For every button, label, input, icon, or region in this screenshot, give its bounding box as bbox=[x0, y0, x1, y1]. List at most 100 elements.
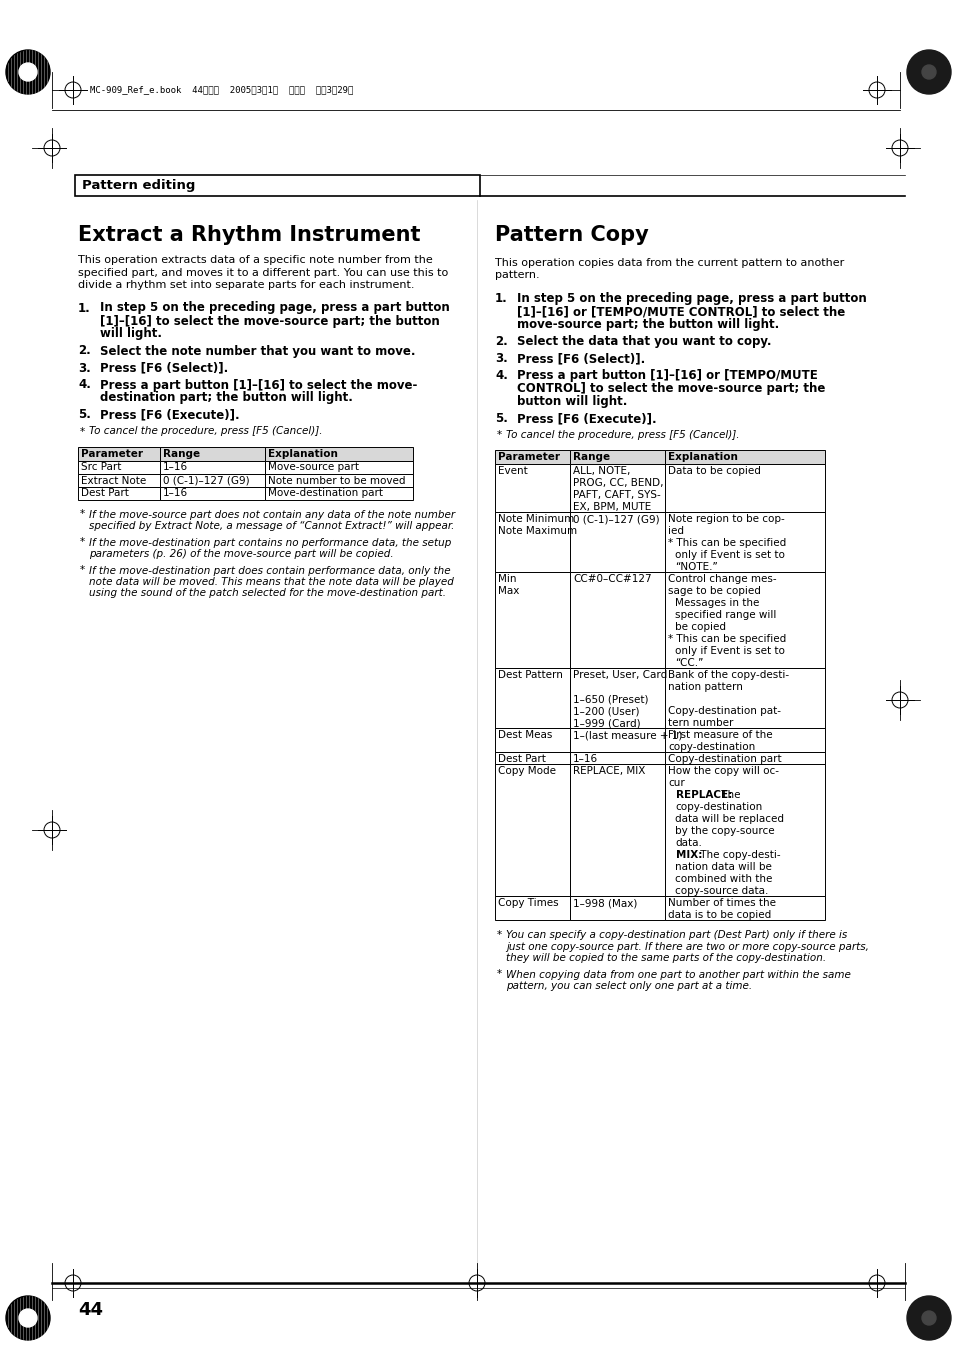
Text: Press a part button [1]–[16] or [TEMPO/MUTE: Press a part button [1]–[16] or [TEMPO/M… bbox=[517, 369, 817, 382]
Text: pattern, you can select only one part at a time.: pattern, you can select only one part at… bbox=[505, 981, 751, 992]
Text: specified range will: specified range will bbox=[675, 611, 776, 620]
Text: sage to be copied: sage to be copied bbox=[667, 586, 760, 596]
Text: “NOTE.”: “NOTE.” bbox=[675, 562, 717, 571]
Text: EX, BPM, MUTE: EX, BPM, MUTE bbox=[573, 503, 651, 512]
Text: *: * bbox=[80, 566, 85, 576]
Text: 1–16: 1–16 bbox=[163, 489, 188, 499]
Text: Bank of the copy-desti-: Bank of the copy-desti- bbox=[667, 670, 788, 680]
Text: In step 5 on the preceding page, press a part button: In step 5 on the preceding page, press a… bbox=[517, 292, 866, 305]
Text: Move-destination part: Move-destination part bbox=[268, 489, 382, 499]
Text: 0 (C-1)–127 (G9): 0 (C-1)–127 (G9) bbox=[573, 513, 659, 524]
Bar bbox=[664, 512, 824, 571]
Text: will light.: will light. bbox=[100, 327, 162, 340]
Text: Range: Range bbox=[163, 449, 200, 459]
Text: If the move-destination part contains no performance data, the setup: If the move-destination part contains no… bbox=[89, 538, 451, 547]
Bar bbox=[569, 571, 664, 667]
Text: Parameter: Parameter bbox=[81, 449, 143, 459]
Text: parameters (p. 26) of the move-source part will be copied.: parameters (p. 26) of the move-source pa… bbox=[89, 549, 394, 559]
Text: *: * bbox=[80, 538, 85, 547]
Text: Number of times the: Number of times the bbox=[667, 898, 775, 908]
Text: This operation extracts data of a specific note number from the: This operation extracts data of a specif… bbox=[78, 255, 433, 265]
Text: 1–999 (Card): 1–999 (Card) bbox=[573, 717, 640, 728]
Text: Press [F6 (Execute)].: Press [F6 (Execute)]. bbox=[100, 408, 239, 422]
Bar bbox=[569, 896, 664, 920]
Bar bbox=[664, 463, 824, 512]
Bar bbox=[78, 486, 160, 500]
Text: Select the note number that you want to move.: Select the note number that you want to … bbox=[100, 345, 416, 358]
Text: How the copy will oc-: How the copy will oc- bbox=[667, 766, 779, 775]
Text: Event: Event bbox=[497, 466, 527, 476]
Text: 5.: 5. bbox=[78, 408, 91, 422]
Bar bbox=[495, 753, 569, 765]
Bar bbox=[664, 896, 824, 920]
Text: Data to be copied: Data to be copied bbox=[667, 466, 760, 476]
Bar bbox=[78, 473, 160, 486]
Text: data.: data. bbox=[675, 838, 701, 848]
Text: Copy Times: Copy Times bbox=[497, 898, 558, 908]
Text: only if Event is set to: only if Event is set to bbox=[675, 646, 784, 657]
Bar bbox=[160, 486, 265, 500]
Text: 2.: 2. bbox=[78, 345, 91, 358]
Text: Copy-destination pat-: Copy-destination pat- bbox=[667, 707, 781, 716]
Circle shape bbox=[6, 1296, 50, 1340]
Text: combined with the: combined with the bbox=[675, 874, 772, 884]
Text: specified by Extract Note, a message of “Cannot Extract!” will appear.: specified by Extract Note, a message of … bbox=[89, 521, 454, 531]
Circle shape bbox=[6, 50, 50, 95]
Text: they will be copied to the same parts of the copy-destination.: they will be copied to the same parts of… bbox=[505, 952, 825, 963]
Bar bbox=[265, 446, 413, 461]
Text: In step 5 on the preceding page, press a part button: In step 5 on the preceding page, press a… bbox=[100, 301, 449, 315]
Text: data is to be copied: data is to be copied bbox=[667, 911, 770, 920]
Text: Copy-destination part: Copy-destination part bbox=[667, 754, 781, 765]
Text: [1]–[16] or [TEMPO/MUTE CONTROL] to select the: [1]–[16] or [TEMPO/MUTE CONTROL] to sele… bbox=[517, 305, 844, 317]
Text: Extract Note: Extract Note bbox=[81, 476, 146, 485]
Text: * This can be specified: * This can be specified bbox=[667, 634, 785, 644]
Circle shape bbox=[19, 63, 37, 81]
Text: Control change mes-: Control change mes- bbox=[667, 574, 776, 584]
Text: *: * bbox=[497, 970, 501, 979]
Text: pattern.: pattern. bbox=[495, 270, 539, 281]
Bar bbox=[495, 512, 569, 571]
Text: Src Part: Src Part bbox=[81, 462, 121, 473]
Text: Dest Part: Dest Part bbox=[497, 754, 545, 765]
Text: be copied: be copied bbox=[675, 621, 725, 632]
Circle shape bbox=[906, 50, 950, 95]
Bar bbox=[664, 753, 824, 765]
Text: nation data will be: nation data will be bbox=[675, 862, 771, 871]
Text: Messages in the: Messages in the bbox=[675, 598, 759, 608]
Text: Move-source part: Move-source part bbox=[268, 462, 358, 473]
Text: specified part, and moves it to a different part. You can use this to: specified part, and moves it to a differ… bbox=[78, 267, 448, 277]
Text: 0 (C-1)–127 (G9): 0 (C-1)–127 (G9) bbox=[163, 476, 250, 485]
Bar bbox=[495, 667, 569, 728]
Bar bbox=[265, 473, 413, 486]
Text: tern number: tern number bbox=[667, 717, 733, 728]
Text: REPLACE, MIX: REPLACE, MIX bbox=[573, 766, 644, 775]
Text: using the sound of the patch selected for the move-destination part.: using the sound of the patch selected fo… bbox=[89, 589, 446, 598]
Text: Note number to be moved: Note number to be moved bbox=[268, 476, 405, 485]
Text: Note Maximum: Note Maximum bbox=[497, 526, 577, 536]
Text: Dest Pattern: Dest Pattern bbox=[497, 670, 562, 680]
Bar bbox=[160, 446, 265, 461]
Bar bbox=[265, 461, 413, 473]
Text: copy-source data.: copy-source data. bbox=[675, 886, 767, 896]
Circle shape bbox=[19, 1309, 37, 1327]
Bar bbox=[664, 667, 824, 728]
Text: PAFT, CAFT, SYS-: PAFT, CAFT, SYS- bbox=[573, 490, 660, 500]
Bar bbox=[265, 486, 413, 500]
Bar bbox=[78, 461, 160, 473]
Circle shape bbox=[906, 1296, 950, 1340]
Text: 1–200 (User): 1–200 (User) bbox=[573, 707, 639, 716]
Bar bbox=[569, 667, 664, 728]
Text: only if Event is set to: only if Event is set to bbox=[675, 550, 784, 561]
Bar bbox=[495, 463, 569, 512]
Text: This operation copies data from the current pattern to another: This operation copies data from the curr… bbox=[495, 258, 843, 267]
Text: ALL, NOTE,: ALL, NOTE, bbox=[573, 466, 630, 476]
Bar bbox=[78, 446, 160, 461]
Text: copy-destination: copy-destination bbox=[667, 742, 755, 753]
Circle shape bbox=[921, 65, 935, 78]
Text: Press a part button [1]–[16] to select the move-: Press a part button [1]–[16] to select t… bbox=[100, 378, 417, 392]
Bar bbox=[495, 765, 569, 896]
Text: 1.: 1. bbox=[78, 301, 91, 315]
Text: note data will be moved. This means that the note data will be played: note data will be moved. This means that… bbox=[89, 577, 454, 586]
Text: If the move-destination part does contain performance data, only the: If the move-destination part does contai… bbox=[89, 566, 450, 576]
Text: Select the data that you want to copy.: Select the data that you want to copy. bbox=[517, 335, 771, 349]
